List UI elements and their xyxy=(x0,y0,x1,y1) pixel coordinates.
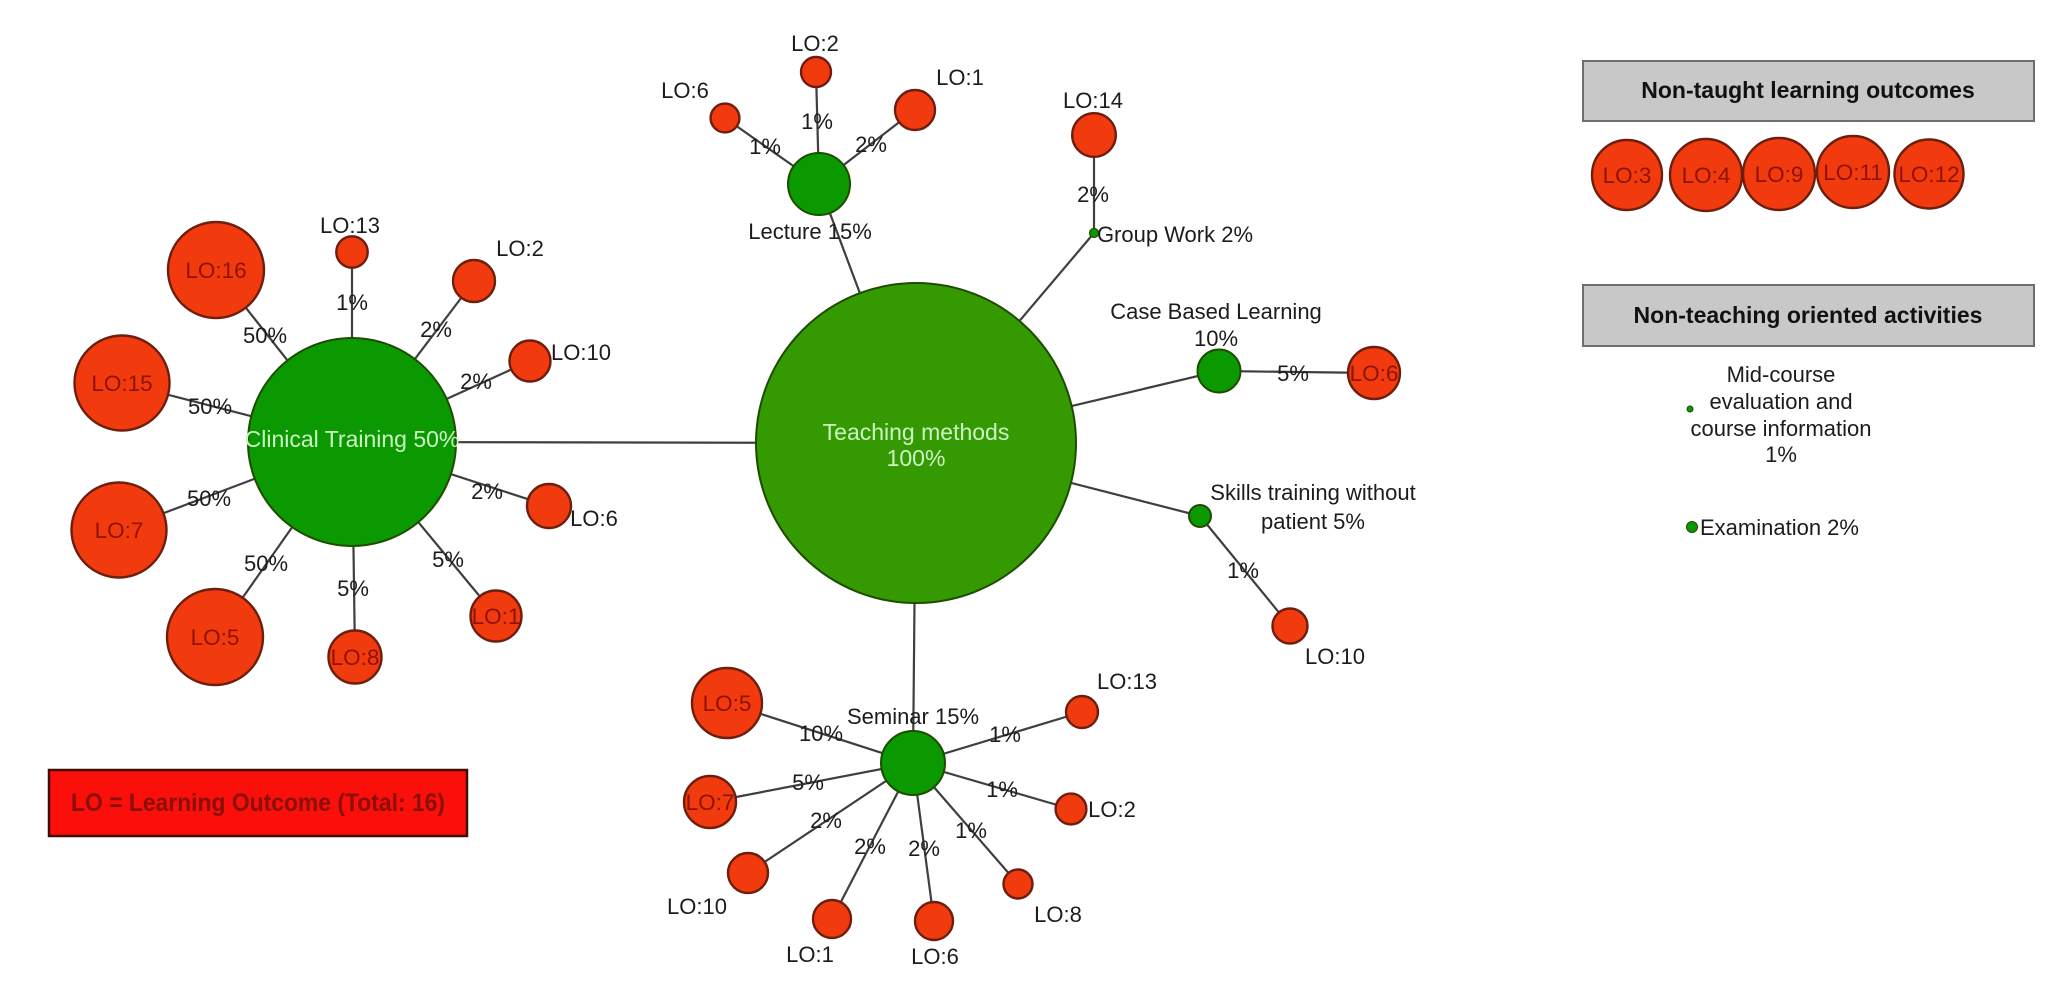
svg-text:1%: 1% xyxy=(986,777,1018,802)
svg-text:Clinical Training 50%: Clinical Training 50% xyxy=(245,426,460,452)
svg-text:Teaching methods: Teaching methods xyxy=(823,419,1010,445)
svg-text:5%: 5% xyxy=(1277,361,1309,386)
svg-text:2%: 2% xyxy=(460,369,492,394)
svg-text:LO:9: LO:9 xyxy=(1755,162,1804,187)
svg-text:Group Work 2%: Group Work 2% xyxy=(1097,222,1253,247)
svg-text:LO:11: LO:11 xyxy=(1823,160,1883,185)
svg-text:1%: 1% xyxy=(989,722,1021,747)
svg-text:2%: 2% xyxy=(1077,182,1109,207)
svg-text:1%: 1% xyxy=(1227,558,1259,583)
svg-text:1%: 1% xyxy=(955,818,987,843)
svg-text:LO:5: LO:5 xyxy=(703,691,752,716)
svg-text:2%: 2% xyxy=(855,132,887,157)
svg-text:1%: 1% xyxy=(336,290,368,315)
svg-text:LO:6: LO:6 xyxy=(1350,361,1399,386)
svg-text:LO:7: LO:7 xyxy=(686,790,735,815)
svg-text:2%: 2% xyxy=(810,808,842,833)
svg-text:course information: course information xyxy=(1691,416,1872,441)
svg-text:Non-taught learning outcomes: Non-taught learning outcomes xyxy=(1641,77,1975,103)
svg-text:Case Based Learning: Case Based Learning xyxy=(1110,299,1322,324)
svg-text:LO:2: LO:2 xyxy=(1088,797,1136,822)
svg-text:LO:14: LO:14 xyxy=(1063,88,1123,113)
svg-text:LO:6: LO:6 xyxy=(570,506,618,531)
svg-text:Mid-course: Mid-course xyxy=(1727,362,1836,387)
svg-text:LO:15: LO:15 xyxy=(91,371,152,396)
svg-text:LO:1: LO:1 xyxy=(786,942,834,967)
svg-text:1%: 1% xyxy=(1765,442,1797,467)
svg-text:5%: 5% xyxy=(792,770,824,795)
svg-text:LO:6: LO:6 xyxy=(661,78,709,103)
svg-text:LO:3: LO:3 xyxy=(1603,163,1652,188)
svg-text:LO:2: LO:2 xyxy=(791,31,839,56)
svg-text:LO:8: LO:8 xyxy=(331,645,380,670)
svg-text:LO:10: LO:10 xyxy=(551,340,611,365)
svg-text:100%: 100% xyxy=(887,445,946,471)
svg-text:10%: 10% xyxy=(799,721,843,746)
svg-text:LO:4: LO:4 xyxy=(1682,163,1731,188)
svg-text:LO:16: LO:16 xyxy=(185,258,246,283)
svg-text:evaluation and: evaluation and xyxy=(1709,389,1852,414)
svg-text:5%: 5% xyxy=(337,576,369,601)
svg-text:LO:10: LO:10 xyxy=(1305,644,1365,669)
svg-text:Lecture 15%: Lecture 15% xyxy=(748,219,872,244)
svg-text:Non-teaching oriented activiti: Non-teaching oriented activities xyxy=(1634,302,1983,328)
svg-text:LO:8: LO:8 xyxy=(1034,902,1082,927)
svg-text:patient 5%: patient 5% xyxy=(1261,509,1365,534)
svg-text:LO:10: LO:10 xyxy=(667,894,727,919)
svg-text:50%: 50% xyxy=(243,323,287,348)
svg-text:Examination 2%: Examination 2% xyxy=(1700,515,1859,540)
svg-text:LO:7: LO:7 xyxy=(95,518,144,543)
svg-text:1%: 1% xyxy=(801,109,833,134)
svg-text:Skills training without: Skills training without xyxy=(1210,480,1415,505)
svg-text:LO:6: LO:6 xyxy=(911,944,959,969)
svg-text:LO = Learning Outcome (Total:: LO = Learning Outcome (Total: 16) xyxy=(71,789,445,817)
svg-text:2%: 2% xyxy=(854,834,886,859)
svg-text:LO:12: LO:12 xyxy=(1898,162,1959,187)
svg-text:10%: 10% xyxy=(1194,326,1238,351)
svg-text:LO:2: LO:2 xyxy=(496,236,544,261)
svg-text:5%: 5% xyxy=(432,547,464,572)
svg-text:50%: 50% xyxy=(187,486,231,511)
svg-text:2%: 2% xyxy=(471,479,503,504)
svg-text:50%: 50% xyxy=(188,394,232,419)
svg-text:LO:5: LO:5 xyxy=(191,625,240,650)
svg-text:2%: 2% xyxy=(420,317,452,342)
svg-text:LO:1: LO:1 xyxy=(936,65,984,90)
svg-text:LO:13: LO:13 xyxy=(1097,669,1157,694)
svg-text:Seminar 15%: Seminar 15% xyxy=(847,704,979,729)
svg-text:1%: 1% xyxy=(749,134,781,159)
svg-text:50%: 50% xyxy=(244,551,288,576)
svg-text:LO:13: LO:13 xyxy=(320,213,380,238)
svg-text:2%: 2% xyxy=(908,836,940,861)
svg-text:LO:1: LO:1 xyxy=(472,604,521,629)
